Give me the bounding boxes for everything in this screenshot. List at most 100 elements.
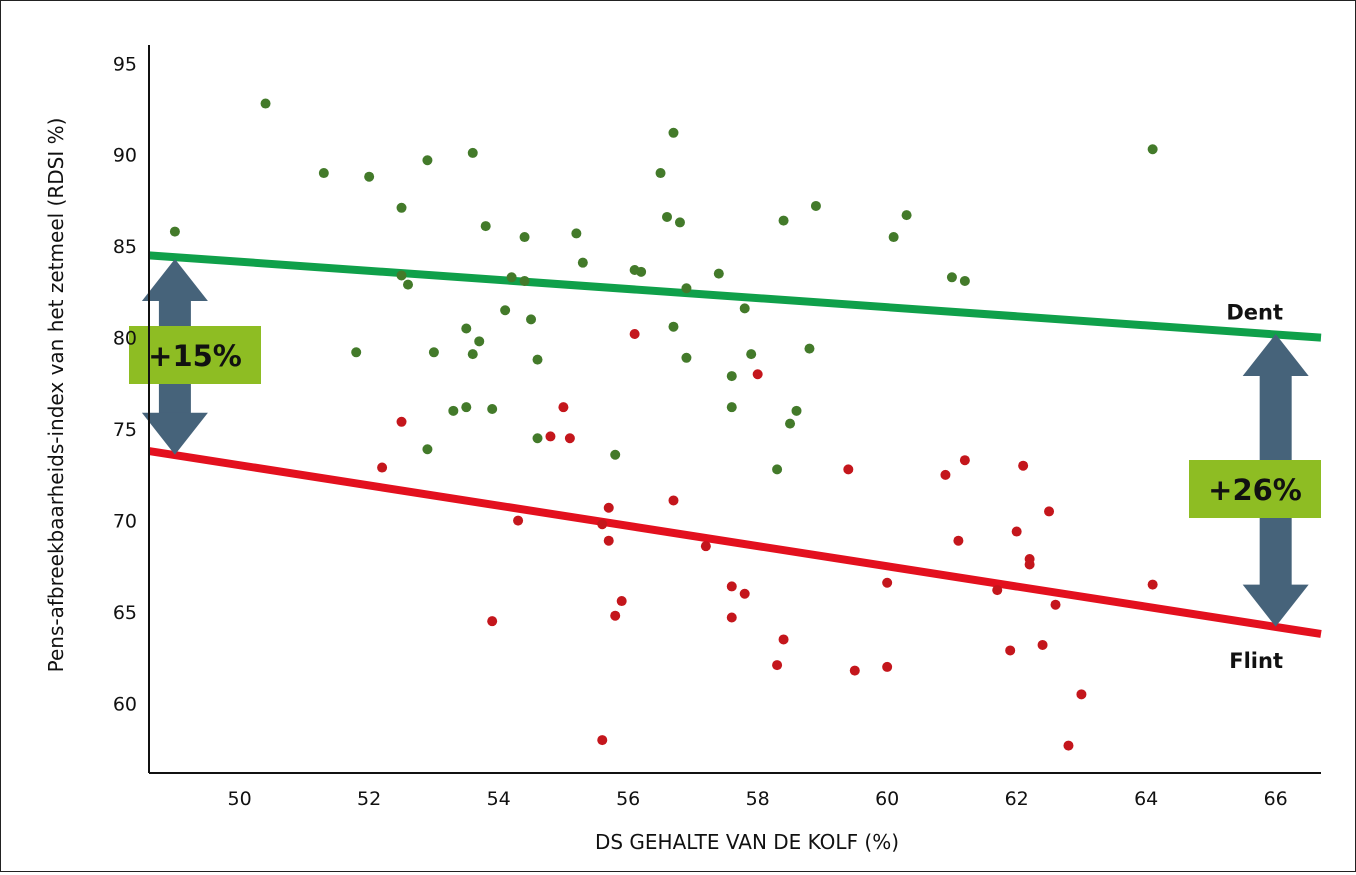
data-point-dent (461, 402, 472, 413)
data-point-dent (480, 221, 491, 232)
data-point-dent (713, 268, 724, 279)
data-point-flint (603, 502, 614, 513)
data-point-flint (616, 596, 627, 607)
data-point-dent (467, 147, 478, 158)
data-point-dent (810, 200, 821, 211)
data-point-flint (597, 735, 608, 746)
data-point-dent (655, 168, 666, 179)
x-tick-label: 54 (487, 788, 511, 810)
data-point-flint (558, 402, 569, 413)
data-point-flint (597, 519, 608, 530)
data-point-dent (526, 314, 537, 325)
data-point-dent (422, 444, 433, 455)
data-point-flint (1076, 689, 1087, 700)
data-point-flint (1050, 599, 1061, 610)
data-point-dent (396, 270, 407, 281)
data-point-dent (726, 402, 737, 413)
data-point-flint (700, 541, 711, 552)
data-point-dent (959, 275, 970, 286)
labels: Dent Flint (1226, 301, 1283, 673)
data-point-dent (610, 449, 621, 460)
x-tick-label: 56 (616, 788, 640, 810)
data-point-flint (1037, 639, 1048, 650)
data-point-dent (403, 279, 414, 290)
data-point-flint (726, 612, 737, 623)
data-point-dent (681, 352, 692, 363)
right-difference-arrow-label-box (1189, 460, 1321, 518)
right-difference-arrow-head-top (1242, 334, 1309, 377)
data-point-dent (474, 336, 485, 347)
data-point-dent (169, 226, 180, 237)
series-label-flint: Flint (1229, 649, 1283, 673)
data-point-dent (726, 371, 737, 382)
data-point-flint (843, 464, 854, 475)
data-point-flint (629, 329, 640, 340)
x-tick-label: 62 (1005, 788, 1029, 810)
data-point-dent (532, 354, 543, 365)
data-point-dent (681, 283, 692, 294)
data-point-flint (1147, 579, 1158, 590)
data-point-flint (726, 581, 737, 592)
data-point-dent (260, 98, 271, 109)
data-point-dent (662, 211, 673, 222)
left-difference-arrow-head-top (141, 259, 208, 302)
right-difference-arrow-head-bottom (1242, 584, 1309, 627)
data-point-flint (1018, 460, 1029, 471)
x-axis-title: DS GEHALTE VAN DE KOLF (%) (595, 830, 899, 854)
y-tick-label: 75 (113, 419, 137, 441)
data-point-flint (1063, 740, 1074, 751)
data-point-dent (448, 405, 459, 416)
y-tick-label: 60 (113, 693, 137, 715)
data-point-dent (668, 321, 679, 332)
series-label-dent: Dent (1226, 301, 1283, 325)
x-tick-label: 60 (875, 788, 899, 810)
left-difference-arrow-label-box (129, 326, 261, 384)
y-tick-label: 80 (113, 328, 137, 350)
data-point-dent (1147, 144, 1158, 155)
difference-arrows: +15% +26% (129, 259, 1321, 627)
data-point-flint (1024, 559, 1035, 570)
data-point-flint (772, 660, 783, 671)
axes: 50 52 54 56 58 60 62 64 66 60 65 70 75 80 85 90 95 DS GEH… (44, 45, 1321, 854)
right-difference-arrow-label: +26% (1208, 473, 1302, 507)
data-point-dent (785, 418, 796, 429)
data-point-flint (668, 495, 679, 506)
trend-line-dent (148, 251, 1322, 342)
x-tick-label: 58 (746, 788, 770, 810)
data-point-dent (364, 171, 375, 182)
y-tick-label: 70 (113, 511, 137, 533)
y-tick-label: 90 (113, 145, 137, 167)
data-point-dent (571, 228, 582, 239)
data-point-flint (959, 455, 970, 466)
data-point-dent (888, 232, 899, 243)
data-point-dent (519, 275, 530, 286)
data-point-flint (992, 585, 1003, 596)
data-point-flint (739, 588, 750, 599)
x-tick-label: 64 (1134, 788, 1158, 810)
data-point-flint (377, 462, 388, 473)
data-point-dent (519, 232, 530, 243)
data-point-flint (882, 577, 893, 588)
data-point-dent (428, 347, 439, 358)
right-difference-arrow: +26% (1189, 334, 1321, 627)
data-point-dent (318, 168, 329, 179)
data-point-dent (778, 215, 789, 226)
trend-line-flint (148, 447, 1322, 638)
data-point-dent (487, 404, 498, 414)
data-point-flint (545, 431, 556, 442)
data-point-dent (396, 202, 407, 213)
data-point-dent (946, 272, 957, 283)
data-point-flint (778, 634, 789, 645)
data-point-dent (461, 323, 472, 334)
data-point-dent (351, 347, 362, 358)
data-point-dent (804, 343, 815, 354)
left-difference-arrow-label: +15% (148, 339, 242, 373)
data-point-flint (487, 616, 498, 627)
left-difference-arrow: +15% (129, 259, 261, 455)
data-point-dent (636, 266, 647, 277)
data-point-dent (791, 405, 802, 416)
data-point-flint (610, 610, 621, 621)
data-point-flint (940, 469, 951, 480)
